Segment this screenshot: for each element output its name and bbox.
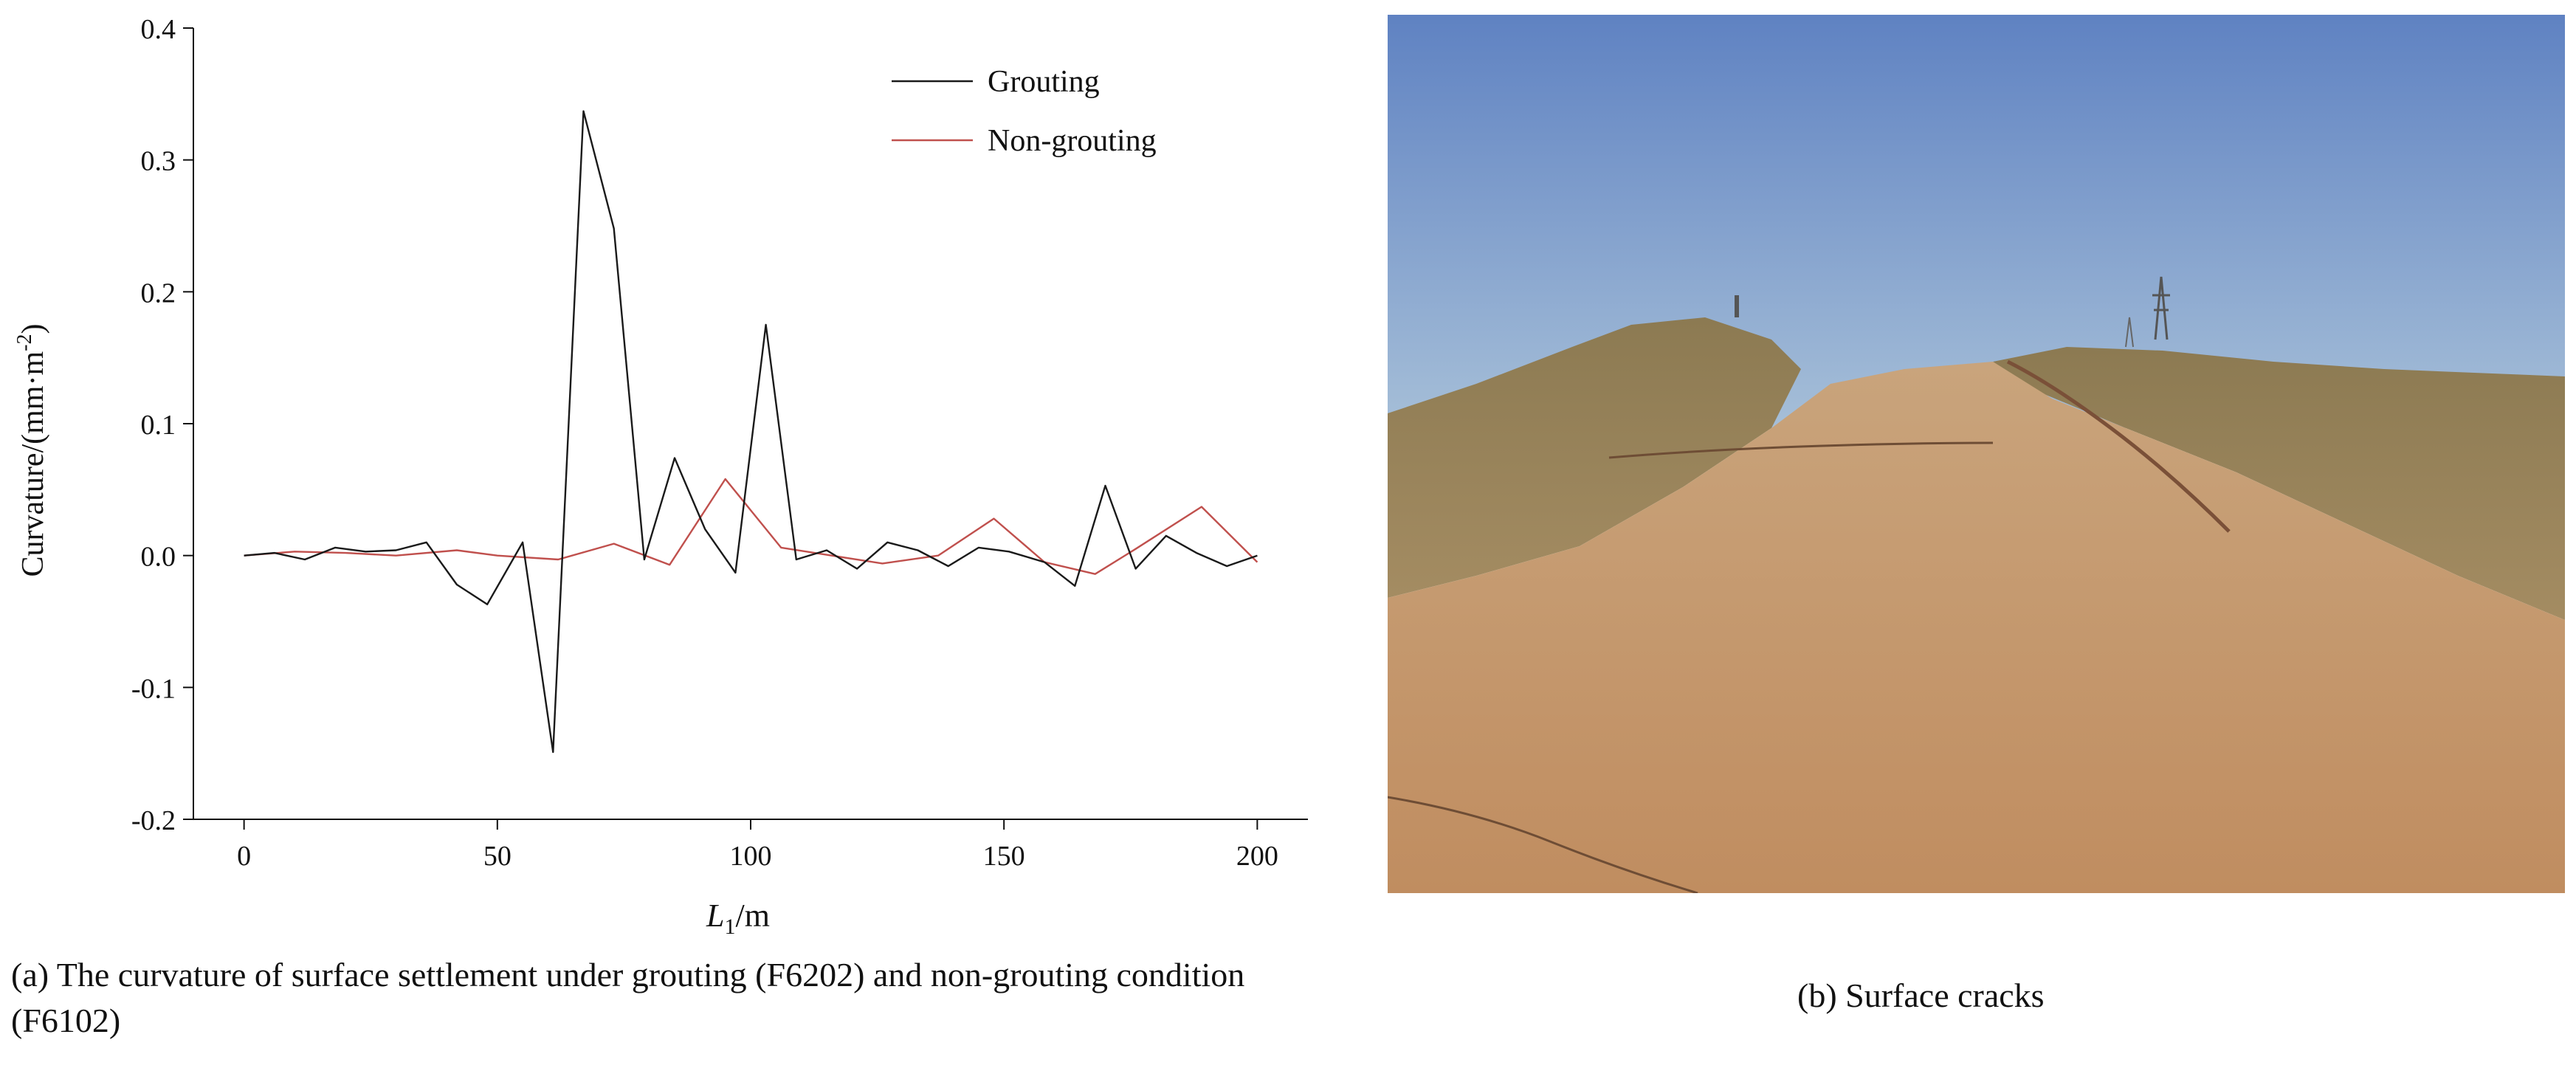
power-tower-2 <box>2125 317 2134 348</box>
x-tick-label: 0 <box>237 841 251 872</box>
right-hill <box>1993 347 2565 620</box>
dirt-road <box>1388 362 2565 893</box>
crack-line-2 <box>1388 796 1698 893</box>
y-tick-label: 0.0 <box>141 542 176 573</box>
power-tower <box>2152 276 2170 340</box>
legend-label: Non-grouting <box>988 124 1157 158</box>
series-line-grouting <box>244 110 1258 754</box>
x-tick-label: 150 <box>983 841 1025 872</box>
legend-label: Grouting <box>988 65 1100 99</box>
left-hill <box>1388 317 1801 598</box>
caption-b: (b) Surface cracks <box>1797 977 2045 1014</box>
y-tick-label: 0.3 <box>141 146 176 177</box>
y-tick-label: 0.4 <box>141 14 176 45</box>
y-tick-label: -0.2 <box>131 805 176 836</box>
x-axis-ticks: 0 50 100 150 200 <box>237 819 1278 872</box>
surface-cracks-photo <box>1388 15 2565 893</box>
y-tick-label: 0.2 <box>141 278 176 309</box>
series-layer <box>244 110 1258 754</box>
x-axis-label: L1/m <box>706 898 770 939</box>
curvature-chart: -0.2 -0.1 0.0 0.1 0.2 0.3 0.4 0 50 100 150 200 Gro… <box>13 14 1308 939</box>
x-tick-label: 50 <box>483 841 512 872</box>
x-tick-label: 100 <box>730 841 772 872</box>
x-tick-label: 200 <box>1236 841 1278 872</box>
caption-a: (a) The curvature of surface settlement … <box>11 956 1245 1039</box>
y-axis-ticks: -0.2 -0.1 0.0 0.1 0.2 0.3 0.4 <box>131 14 193 836</box>
y-tick-label: -0.1 <box>131 673 176 704</box>
series-line-non-grouting <box>244 478 1258 575</box>
legend: Grouting Non-grouting <box>892 65 1157 158</box>
y-axis-label: Curvature/(mm·m-2) <box>13 324 50 577</box>
crack-line <box>1608 441 1994 459</box>
crack-line-3 <box>2006 359 2231 533</box>
tower-1 <box>1735 295 1739 317</box>
y-tick-label: 0.1 <box>141 410 176 441</box>
